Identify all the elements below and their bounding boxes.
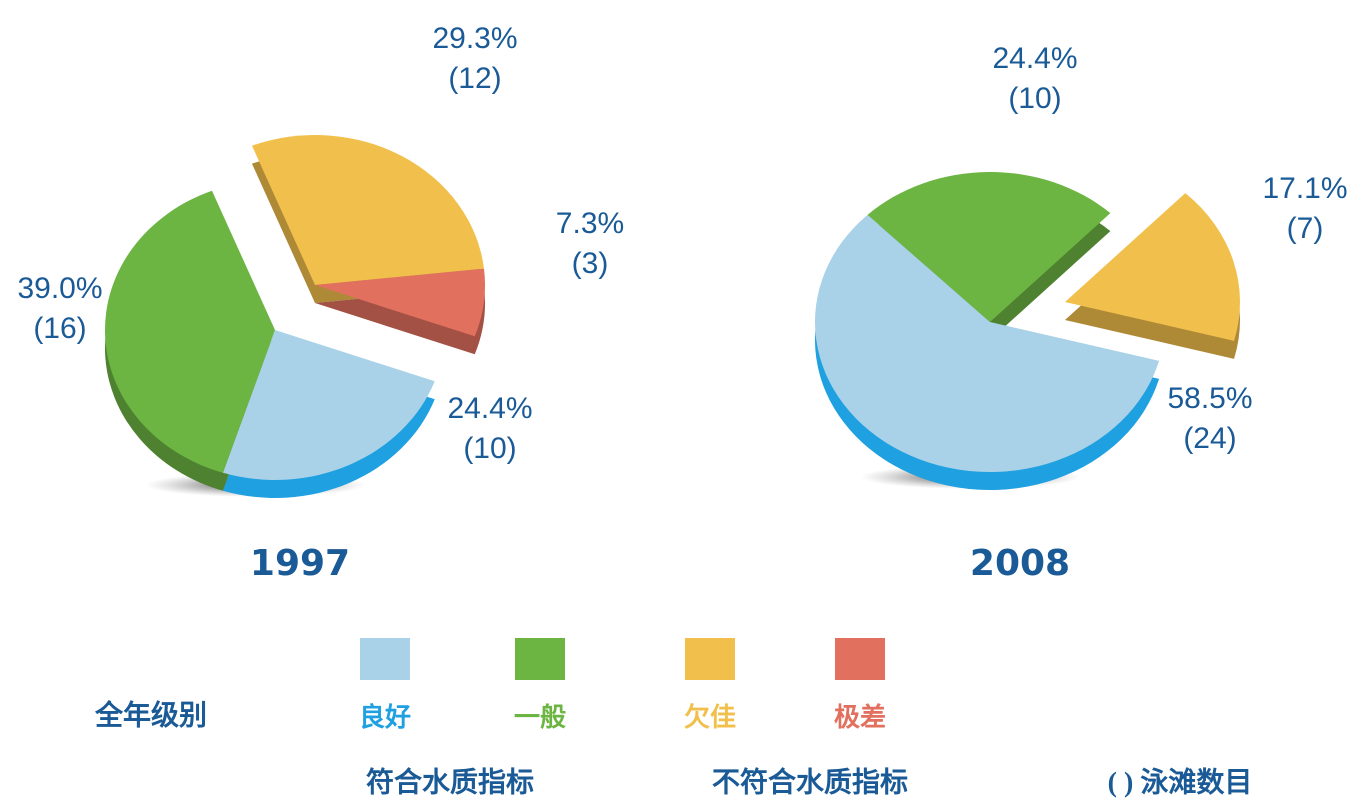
value-label: 58.5% [1167,382,1252,415]
legend-swatch [515,638,565,680]
legend-title: 全年级别 [94,698,207,731]
legend-label: 极差 [834,702,886,732]
value-label: 24.4% [447,392,532,425]
legend-group: 不符合水质指标 [712,765,908,798]
count-label: (16) [33,312,86,345]
pie-slice [222,330,435,480]
value-label: 24.4% [992,42,1077,75]
count-label: (24) [1183,422,1236,455]
pie-slice [315,268,485,337]
legend-group: 符合水质指标 [366,765,534,798]
value-label: 7.3% [556,207,624,240]
value-label: 39.0% [17,272,102,305]
value-label: 17.1% [1262,172,1347,205]
pie-title: 2008 [970,543,1070,584]
count-label: (7) [1287,212,1324,245]
pie-slice [251,134,484,285]
legend-label: 一般 [514,703,566,732]
legend-swatch [360,638,410,680]
pie-slice [814,214,1160,473]
count-label: (10) [1008,82,1061,115]
count-label: (10) [463,432,516,465]
value-label: 29.3% [432,22,517,55]
count-label: (3) [572,247,609,280]
pie-title: 1997 [250,543,350,584]
legend-swatch [835,638,885,680]
legend-note: ( ) 泳滩数目 [1108,765,1253,798]
legend-label: 良好 [359,702,411,732]
pie-slice [1065,193,1241,341]
legend-label: 欠佳 [684,702,736,732]
legend-swatch [685,638,735,680]
count-label: (12) [448,62,501,95]
pie-slice [867,172,1111,322]
pie-slice [104,190,276,473]
